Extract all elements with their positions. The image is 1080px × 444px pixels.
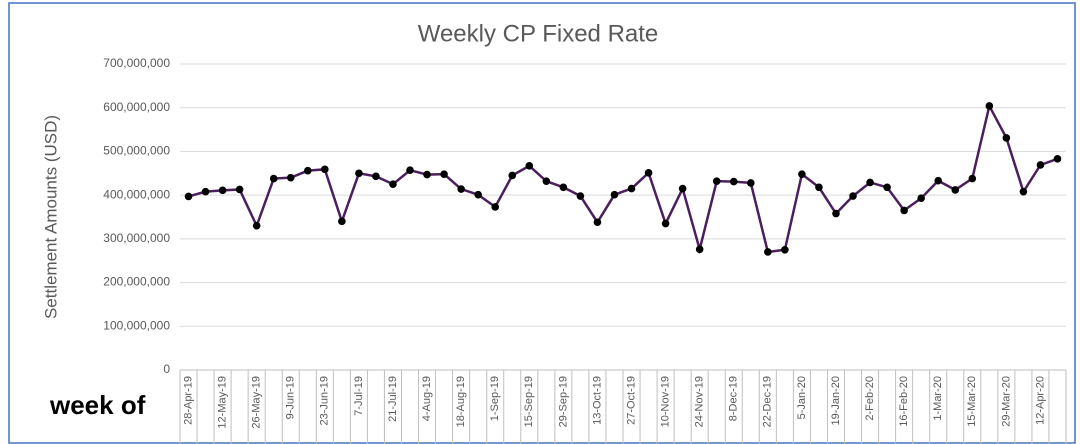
chart-title: Weekly CP Fixed Rate — [418, 20, 659, 47]
x-tick-label: 12-May-19 — [217, 376, 229, 429]
marker — [849, 192, 857, 200]
marker — [593, 218, 602, 227]
x-tick-label: 15-Mar-20 — [966, 376, 978, 427]
marker — [338, 217, 346, 226]
y-axis-title: Settlement Amounts (USD) — [41, 115, 60, 319]
marker — [815, 183, 823, 192]
marker — [252, 221, 261, 230]
x-tick-label: 21-Jul-19 — [387, 376, 399, 422]
y-tick-label: 200,000,000 — [103, 275, 170, 289]
marker — [627, 184, 636, 193]
marker — [423, 170, 431, 179]
marker — [712, 177, 721, 185]
x-tick-label: 9-Jun-19 — [285, 376, 297, 419]
marker — [1002, 134, 1011, 142]
x-tick-label: 7-Jul-19 — [353, 376, 365, 416]
y-tick-label: 600,000,000 — [103, 100, 170, 114]
marker — [832, 209, 840, 218]
marker — [985, 102, 994, 110]
x-tick-label: 2-Feb-20 — [864, 376, 876, 421]
marker — [389, 180, 397, 189]
marker — [406, 166, 414, 175]
marker — [559, 183, 568, 192]
marker — [474, 190, 482, 199]
x-tick-label: 4-Aug-19 — [421, 376, 433, 421]
x-tick-label: 29-Sep-19 — [557, 376, 569, 427]
marker — [781, 245, 789, 254]
marker — [218, 186, 227, 195]
marker — [201, 187, 210, 196]
marker — [798, 170, 806, 178]
x-tick-label: 15-Sep-19 — [523, 376, 535, 427]
marker — [355, 169, 363, 178]
marker — [968, 174, 977, 183]
x-tick-label: 5-Jan-20 — [796, 376, 808, 419]
x-tick-label: 19-Jan-20 — [830, 376, 842, 426]
marker — [303, 166, 312, 175]
marker — [184, 192, 193, 201]
marker — [951, 186, 960, 194]
marker — [746, 179, 755, 187]
y-tick-label: 0 — [163, 362, 170, 376]
marker — [678, 184, 687, 193]
marker — [1053, 155, 1062, 163]
x-tick-label: 16-Feb-20 — [898, 376, 910, 427]
x-tick-label: 28-Apr-19 — [182, 376, 194, 425]
x-tick-label: 12-Apr-20 — [1034, 376, 1046, 425]
x-tick-label: 29-Mar-20 — [1000, 376, 1012, 427]
y-tick-label: 700,000,000 — [103, 56, 170, 70]
marker — [695, 245, 704, 254]
x-tick-label: 23-Jun-19 — [319, 376, 331, 426]
marker — [440, 170, 448, 178]
x-tick-label: 24-Nov-19 — [694, 376, 706, 427]
x-tick-label: 10-Nov-19 — [660, 376, 672, 427]
marker — [321, 165, 329, 174]
x-tick-label: 27-Oct-19 — [625, 376, 637, 425]
y-tick-label: 300,000,000 — [103, 231, 170, 245]
marker — [644, 169, 653, 177]
marker — [508, 171, 517, 180]
x-tick-label: 1-Sep-19 — [489, 376, 501, 421]
x-tick-label: 18-Aug-19 — [455, 376, 467, 427]
x-tick-label: 8-Dec-19 — [728, 376, 740, 421]
y-tick-label: 400,000,000 — [103, 187, 170, 201]
marker — [576, 192, 585, 200]
marker — [729, 177, 738, 186]
marker — [661, 219, 670, 228]
marker — [917, 194, 925, 203]
marker — [764, 248, 772, 256]
x-tick-label: 26-May-19 — [251, 376, 263, 429]
marker — [525, 162, 534, 170]
annotation: week of — [49, 390, 146, 420]
marker — [542, 177, 551, 185]
marker — [372, 172, 380, 181]
marker — [610, 190, 619, 199]
marker — [866, 178, 874, 187]
marker — [235, 185, 244, 194]
marker — [900, 206, 908, 215]
y-tick-label: 100,000,000 — [103, 318, 170, 332]
x-tick-label: 13-Oct-19 — [591, 376, 603, 425]
line — [188, 102, 1058, 255]
marker — [1019, 187, 1028, 196]
marker — [457, 185, 465, 193]
marker — [491, 203, 500, 211]
x-tick-label: 1-Mar-20 — [932, 376, 944, 421]
x-tick-label: 22-Dec-19 — [762, 376, 774, 427]
y-tick-label: 500,000,000 — [103, 144, 170, 158]
marker — [883, 183, 891, 192]
marker — [934, 176, 943, 185]
marker — [269, 174, 278, 183]
marker — [286, 173, 295, 182]
marker — [1036, 161, 1045, 169]
